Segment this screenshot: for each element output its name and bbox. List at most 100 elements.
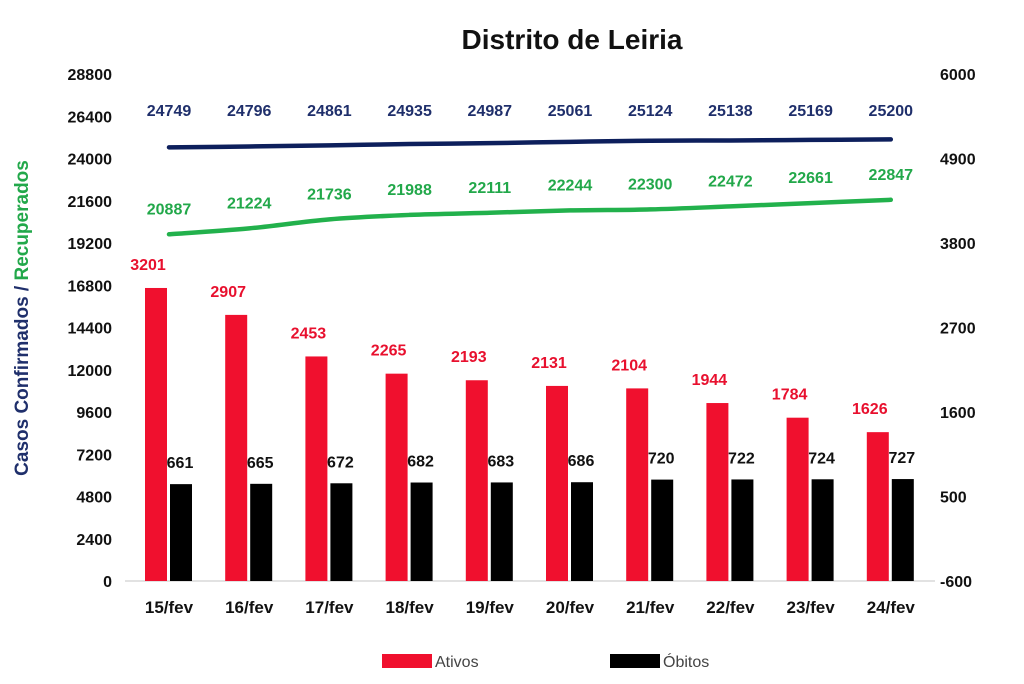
y-tick-label: 24000	[68, 152, 113, 169]
data-label-confirmados: 24987	[468, 103, 513, 120]
y-tick-label: 9600	[76, 405, 112, 422]
data-labels: 3201 2907 2453 2265 2193 2131 2104 1944 1784 1626…	[130, 103, 915, 472]
bar-ativos	[706, 403, 729, 581]
y-tick-label: 7200	[76, 447, 112, 464]
data-label-ativos: 1626	[852, 401, 888, 418]
data-label-ativos: 2907	[210, 284, 246, 301]
legend-obitos-label: Óbitos	[663, 652, 709, 671]
bar-obitos	[731, 479, 754, 581]
bar-ativos	[626, 388, 649, 581]
bar-ativos	[786, 417, 809, 581]
y-axis-label-separator: /	[12, 281, 33, 297]
data-label-obitos: 727	[888, 450, 915, 467]
y2-tick-label: 1600	[940, 405, 976, 422]
x-tick-label: 22/fev	[706, 598, 755, 617]
data-label-recuperados: 22244	[548, 177, 593, 194]
data-label-confirmados: 25124	[628, 103, 673, 120]
x-tick-label: 16/fev	[225, 598, 274, 617]
data-label-confirmados: 25061	[548, 103, 593, 120]
data-label-ativos: 2265	[371, 343, 407, 360]
bar-ativos	[465, 380, 488, 581]
data-label-confirmados: 25200	[869, 103, 914, 120]
bar-obitos	[330, 483, 353, 581]
y-tick-label: 26400	[68, 109, 113, 126]
data-label-recuperados: 22111	[468, 180, 511, 197]
y-tick-label: 0	[103, 574, 112, 591]
bar-ativos	[145, 287, 167, 581]
data-label-confirmados: 24861	[307, 103, 352, 120]
bar-ativos	[385, 373, 408, 581]
y2-tick-label: 3800	[940, 236, 976, 253]
x-tick-label: 15/fev	[145, 598, 194, 617]
data-label-ativos: 1944	[692, 372, 728, 389]
data-label-recuperados: 21736	[307, 186, 352, 203]
x-tick-label: 18/fev	[385, 598, 434, 617]
y2-tick-label: 4900	[940, 152, 976, 169]
data-label-obitos: 686	[568, 453, 595, 470]
bar-obitos	[811, 479, 834, 581]
y-tick-label: 21600	[68, 194, 113, 211]
data-label-confirmados: 24796	[227, 103, 272, 120]
data-label-obitos: 682	[407, 454, 434, 471]
bar-obitos	[571, 482, 593, 581]
lines	[166, 137, 894, 237]
data-label-obitos: 722	[728, 450, 755, 467]
y2-tick-label: 6000	[940, 67, 976, 84]
line-confirmados	[166, 137, 894, 150]
legend-ativos-label: Ativos	[435, 654, 479, 671]
data-label-ativos: 2453	[291, 325, 327, 342]
x-tick-label: 20/fev	[546, 598, 595, 617]
data-label-recuperados: 22472	[708, 173, 753, 190]
bar-ativos	[305, 356, 328, 581]
bar-obitos	[490, 482, 513, 581]
bar-obitos	[170, 484, 192, 581]
bar-ativos	[546, 385, 568, 581]
data-label-obitos: 665	[247, 455, 274, 472]
y-tick-label: 14400	[68, 321, 113, 338]
bar-obitos	[651, 479, 674, 581]
y-axis-label-recuperados: Recuperados	[12, 160, 33, 280]
y-tick-label: 28800	[68, 67, 113, 84]
chart-title: Distrito de Leiria	[462, 24, 683, 55]
data-label-confirmados: 24749	[147, 103, 192, 120]
data-label-obitos: 683	[487, 453, 514, 470]
bar-obitos	[250, 483, 273, 581]
data-label-ativos: 1784	[772, 387, 808, 404]
y2-tick-label: 2700	[940, 321, 976, 338]
y2-tick-label: -600	[940, 574, 972, 591]
data-label-confirmados: 25169	[788, 103, 833, 120]
x-tick-label: 21/fev	[626, 598, 675, 617]
y-tick-label: 16800	[68, 278, 113, 295]
x-tick-label: 19/fev	[466, 598, 515, 617]
data-label-recuperados: 22661	[788, 170, 833, 187]
bar-obitos	[410, 482, 433, 581]
y-axis-label: Casos Confirmados / Recuperados	[12, 160, 33, 476]
data-label-ativos: 2104	[611, 357, 647, 374]
legend: Ativos Óbitos	[382, 652, 709, 671]
y2-tick-label: 500	[940, 490, 967, 507]
axes: 0 2400 4800 7200 9600 12000 14400 16800 19200 216…	[68, 67, 976, 617]
data-label-recuperados: 21988	[387, 182, 432, 199]
bar-ativos	[225, 314, 248, 581]
data-label-ativos: 2131	[531, 355, 567, 372]
data-label-ativos: 3201	[130, 257, 166, 274]
data-label-recuperados: 22847	[869, 167, 914, 184]
legend-obitos-swatch	[610, 654, 660, 668]
data-label-recuperados: 20887	[147, 201, 192, 218]
data-label-obitos: 661	[167, 455, 194, 472]
data-label-obitos: 724	[808, 450, 835, 467]
bar-obitos	[891, 479, 914, 581]
bars	[145, 287, 914, 581]
data-label-recuperados: 22300	[628, 176, 673, 193]
data-label-obitos: 672	[327, 454, 354, 471]
y-tick-label: 4800	[76, 490, 112, 507]
data-label-ativos: 2193	[451, 349, 487, 366]
data-label-recuperados: 21224	[227, 195, 272, 212]
x-tick-label: 23/fev	[786, 598, 835, 617]
line-recuperados	[166, 197, 894, 237]
y-tick-label: 19200	[68, 236, 113, 253]
bar-ativos	[866, 432, 889, 581]
y-tick-label: 12000	[68, 363, 113, 380]
data-label-obitos: 720	[648, 451, 675, 468]
